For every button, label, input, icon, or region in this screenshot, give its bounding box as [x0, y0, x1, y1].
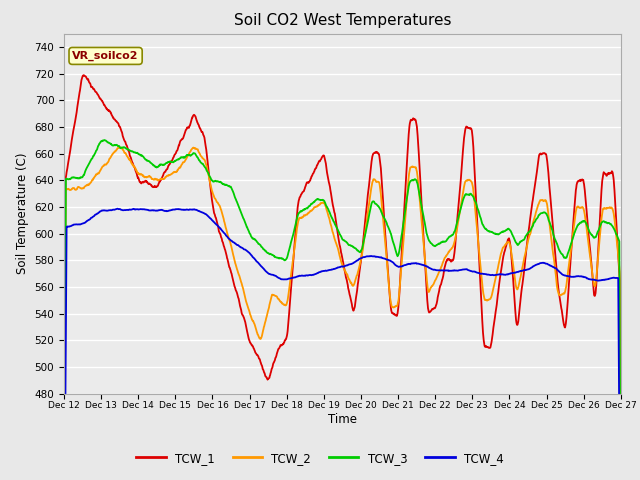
Title: Soil CO2 West Temperatures: Soil CO2 West Temperatures [234, 13, 451, 28]
Text: VR_soilco2: VR_soilco2 [72, 51, 139, 61]
X-axis label: Time: Time [328, 413, 357, 426]
Y-axis label: Soil Temperature (C): Soil Temperature (C) [16, 153, 29, 275]
Legend: TCW_1, TCW_2, TCW_3, TCW_4: TCW_1, TCW_2, TCW_3, TCW_4 [131, 447, 509, 469]
